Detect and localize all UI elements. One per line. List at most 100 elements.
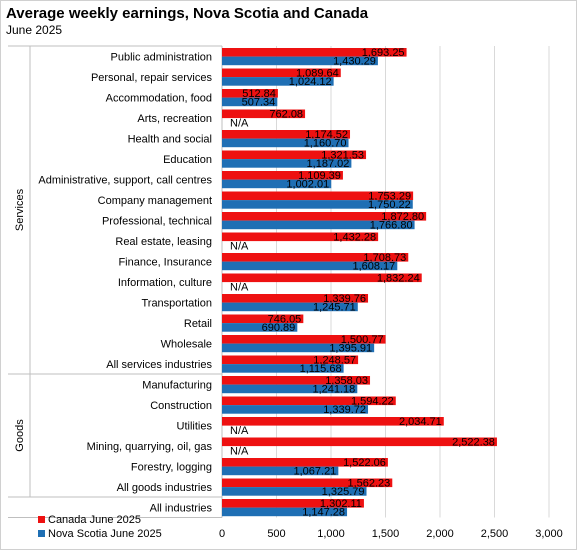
data-label: 1,109.39 (298, 170, 341, 182)
group-label: Services (14, 188, 26, 231)
category-label: Retail (184, 318, 212, 330)
data-label: 1,302.11 (320, 498, 362, 510)
bar (222, 384, 358, 394)
category-label: Mining, quarrying, oil, gas (87, 441, 213, 453)
data-label: 1,832.24 (377, 273, 420, 285)
category-label: Accommodation, food (106, 92, 212, 104)
data-label: 1,024.12 (289, 76, 332, 88)
bar (222, 159, 352, 168)
category-label: Information, culture (118, 277, 212, 289)
bar (222, 487, 367, 496)
bar (222, 48, 407, 57)
bar (222, 302, 358, 312)
bar (222, 138, 349, 148)
category-label: Forestry, logging (131, 461, 212, 473)
legend-swatch (38, 516, 45, 523)
data-label: 1,248.57 (313, 355, 356, 367)
data-label: 1,522.06 (343, 457, 386, 469)
x-tick-label: 3,000 (535, 528, 563, 540)
data-label: 1,753.29 (368, 191, 411, 203)
legend-label: Canada June 2025 (48, 514, 141, 526)
data-label: 1,766.80 (370, 220, 413, 232)
category-label: All industries (150, 502, 213, 514)
data-label: N/A (230, 118, 249, 130)
category-label: Public administration (111, 51, 213, 63)
x-tick-label: 1,500 (372, 528, 400, 540)
data-label: 512.84 (242, 88, 276, 100)
category-label: Wholesale (161, 338, 212, 350)
data-label: 746.05 (268, 314, 302, 326)
bar (222, 364, 344, 373)
bar (222, 314, 304, 324)
bar (222, 130, 351, 139)
data-label: N/A (230, 282, 249, 294)
bar (222, 56, 378, 66)
bar (222, 499, 364, 508)
category-label: Health and social (128, 133, 212, 145)
bar (222, 179, 332, 189)
data-label: N/A (230, 425, 249, 437)
data-label: 1,693.25 (362, 47, 405, 59)
data-label: 1,241.18 (312, 384, 355, 396)
bar (222, 77, 334, 86)
category-label: Professional, technical (102, 215, 212, 227)
data-label: 1,321.53 (321, 150, 364, 162)
bar (222, 478, 393, 488)
bar (222, 343, 375, 353)
data-label: 1,339.76 (323, 293, 366, 305)
data-label: 1,245.71 (313, 302, 356, 314)
data-label: 1,432.28 (333, 232, 376, 244)
bar (222, 396, 396, 406)
category-label: Utilities (177, 420, 213, 432)
data-label: 2,522.38 (452, 437, 495, 449)
data-label: 690.89 (262, 322, 296, 334)
x-tick-label: 0 (219, 528, 225, 540)
category-label: Finance, Insurance (118, 256, 212, 268)
category-label: Transportation (141, 297, 212, 309)
bar (222, 220, 415, 230)
data-label: 1,160.70 (304, 138, 347, 150)
bar (222, 437, 497, 447)
bar (222, 417, 444, 426)
data-label: 1,174.52 (305, 129, 348, 141)
data-label: N/A (230, 446, 249, 458)
data-label: 1,339.72 (323, 404, 366, 416)
bar (222, 150, 367, 160)
chart-subtitle: June 2025 (6, 23, 63, 37)
category-label: Real estate, leasing (115, 236, 212, 248)
data-label: 1,500.77 (341, 334, 384, 346)
bar (222, 253, 409, 262)
data-label: 507.34 (242, 97, 276, 109)
data-label: 762.08 (269, 109, 303, 121)
bar (222, 200, 413, 209)
bar (222, 273, 422, 283)
data-label: 1,430.29 (333, 56, 376, 68)
data-label: 1,187.02 (307, 158, 350, 170)
data-label: 1,067.21 (293, 466, 336, 478)
data-label: 1,358.03 (325, 375, 368, 387)
legend-swatch (38, 530, 45, 537)
x-tick-label: 2,000 (426, 528, 454, 540)
bar (222, 335, 386, 344)
bar (222, 109, 306, 119)
data-label: 1,395.91 (329, 343, 372, 355)
data-label: 1,872.80 (381, 211, 424, 223)
bar (222, 89, 278, 98)
category-label: Construction (150, 400, 212, 412)
category-label: All goods industries (117, 482, 213, 494)
bar (222, 507, 348, 517)
category-label: Manufacturing (142, 379, 212, 391)
bar (222, 323, 298, 332)
data-label: 1,115.68 (300, 363, 342, 375)
bar (222, 376, 371, 385)
bar (222, 294, 369, 303)
group-label: Goods (14, 419, 26, 452)
bar (222, 355, 359, 365)
x-tick-label: 2,500 (481, 528, 509, 540)
bar (222, 405, 369, 414)
data-label: 1,750.22 (368, 199, 411, 211)
chart-title: Average weekly earnings, Nova Scotia and… (6, 5, 369, 22)
data-label: 1,594.22 (351, 396, 394, 408)
bar (222, 458, 388, 467)
